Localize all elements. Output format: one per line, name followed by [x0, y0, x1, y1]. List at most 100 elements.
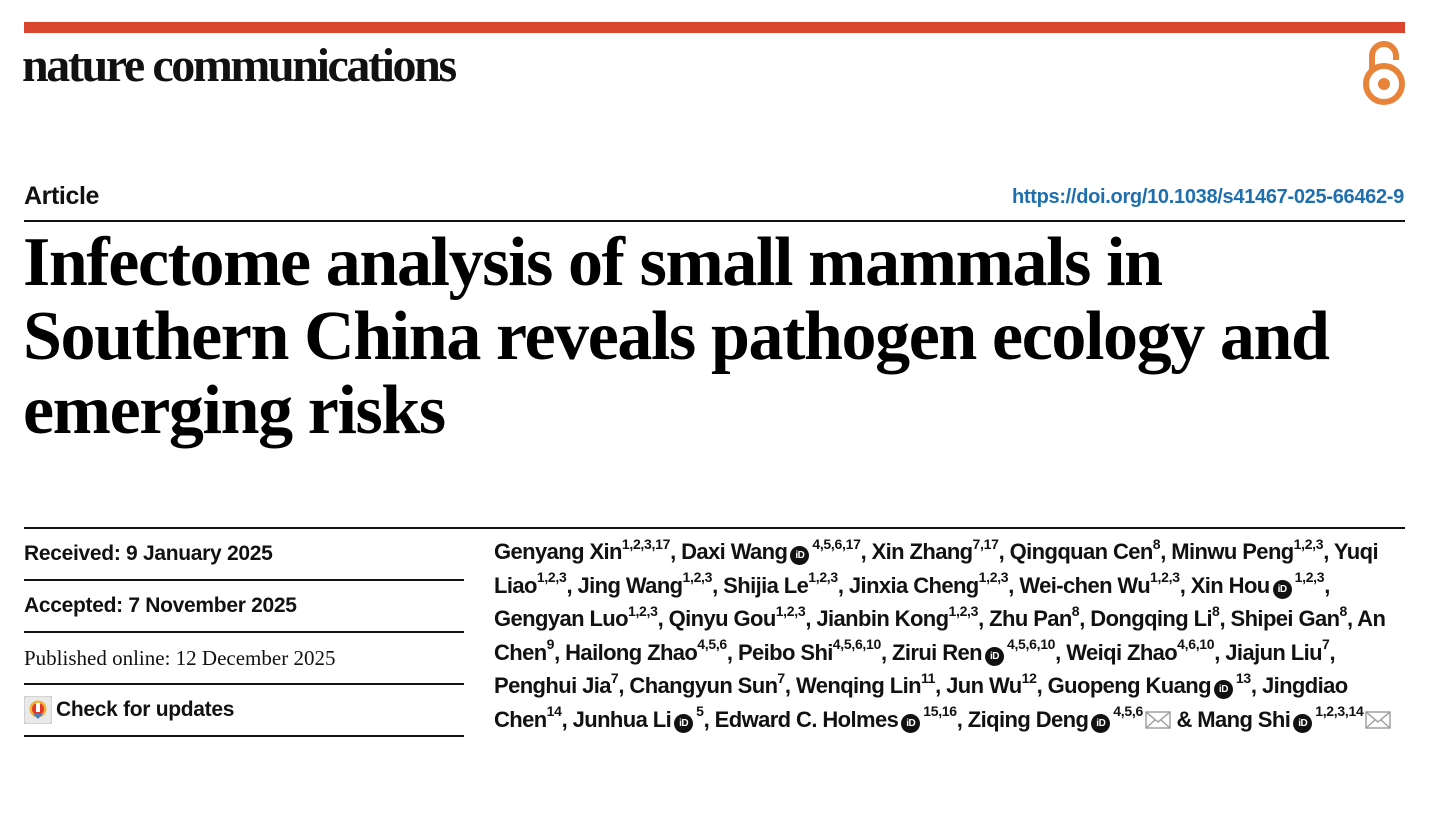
author-affiliation: 5 [696, 703, 704, 720]
author-affiliation: 8 [1071, 602, 1080, 619]
author-separator: , [1160, 539, 1172, 564]
author-name[interactable]: Genyang Xin [494, 539, 622, 564]
author-name[interactable]: Jinxia Cheng [848, 572, 979, 598]
author-affiliation: 12 [1021, 669, 1037, 686]
author-separator: , [618, 673, 630, 698]
author-name[interactable]: Weiqi Zhao [1066, 639, 1178, 665]
author-separator: , [1055, 639, 1067, 665]
author-name[interactable]: Yuqi Liao [494, 539, 1379, 598]
journal-name[interactable]: nature communications [22, 39, 457, 92]
author-name[interactable]: Penghui Jia [494, 673, 611, 698]
author-name[interactable]: Dongqing Li [1090, 606, 1212, 631]
author-affiliation: 4,5,6 [1113, 703, 1143, 720]
author-affiliation: 8 [1152, 535, 1161, 552]
author-affiliation: 1,2,3 [536, 569, 567, 586]
author-separator: , [1008, 572, 1020, 598]
author-separator: , [935, 673, 947, 698]
author-separator: , [657, 606, 669, 631]
author-name[interactable]: Jiajun Liu [1225, 639, 1322, 665]
author-name[interactable]: Qingquan Cen [1009, 539, 1154, 564]
author-name[interactable]: Jingdiao Chen [494, 673, 1348, 732]
author-name[interactable]: Daxi Wang [681, 539, 788, 564]
email-icon[interactable] [1365, 710, 1392, 730]
author-name[interactable]: Xin Hou [1190, 572, 1271, 598]
author-affiliation: 4,5,6,17 [812, 535, 861, 552]
author-separator: , [978, 606, 990, 631]
author-affiliation: 7,17 [972, 535, 999, 552]
author-affiliation: 1,2,3 [978, 569, 1009, 586]
orcid-icon[interactable]: iD [1091, 713, 1111, 733]
author-name[interactable]: Shipei Gan [1230, 606, 1341, 631]
author-separator: , [1346, 606, 1358, 631]
author-affiliation: 4,5,6 [697, 636, 727, 653]
author-affiliation: 1,2,3 [808, 569, 838, 586]
author-separator: , [561, 706, 573, 732]
author-separator: , [881, 639, 893, 665]
author-name[interactable]: Guopeng Kuang [1047, 673, 1212, 698]
author-separator: , [1323, 539, 1334, 564]
top-accent-bar [24, 22, 1405, 33]
open-lock-icon [1363, 41, 1405, 105]
author-affiliation: 8 [1339, 602, 1347, 619]
check-for-updates-button[interactable]: Check for updates [24, 685, 464, 737]
author-name[interactable]: Minwu Peng [1171, 539, 1294, 564]
author-separator: , [805, 606, 817, 631]
author-affiliation: 1,2,3 [1293, 535, 1324, 552]
author-name[interactable]: An Chen [494, 606, 1386, 665]
header-divider [24, 220, 1405, 222]
author-separator: , [1329, 639, 1335, 665]
orcid-icon[interactable]: iD [901, 713, 921, 733]
author-separator: , [566, 572, 578, 598]
author-name[interactable]: Hailong Zhao [565, 639, 698, 665]
author-name[interactable]: Xin Zhang [871, 539, 974, 564]
author-separator: , [956, 706, 968, 732]
author-name[interactable]: Qinyu Gou [668, 606, 777, 631]
author-affiliation: 1,2,3,17 [621, 535, 671, 552]
author-name[interactable]: Jing Wang [577, 572, 684, 598]
author-affiliation: 8 [1211, 602, 1220, 619]
email-icon[interactable] [1145, 710, 1171, 730]
author-name[interactable]: Jun Wu [946, 673, 1022, 698]
author-name[interactable]: Junhua Li [572, 706, 672, 732]
author-affiliation: 13 [1235, 669, 1251, 686]
author-separator: , [1324, 572, 1330, 598]
author-separator: , [726, 639, 738, 665]
author-separator: , [1214, 639, 1226, 665]
orcid-icon[interactable]: iD [790, 546, 810, 565]
orcid-icon[interactable]: iD [1272, 579, 1292, 599]
accepted-date: Accepted: 7 November 2025 [24, 581, 464, 633]
author-affiliation: 4,5,6,10 [1006, 636, 1056, 653]
author-affiliation: 1,2,3 [682, 569, 713, 586]
author-affiliation: 11 [920, 669, 936, 686]
author-name[interactable]: Ziqing Deng [967, 706, 1089, 732]
author-affiliation: 4,5,6,10 [832, 636, 882, 653]
author-affiliation: 15,16 [923, 703, 957, 720]
orcid-icon[interactable]: iD [1293, 713, 1313, 733]
author-name[interactable]: Gengyan Luo [494, 606, 629, 631]
author-affiliation: 4,6,10 [1177, 636, 1215, 653]
author-name[interactable]: Jianbin Kong [816, 606, 949, 631]
orcid-icon[interactable]: iD [984, 646, 1004, 666]
article-history: Received: 9 January 2025 Accepted: 7 Nov… [24, 529, 464, 737]
author-name[interactable]: Zirui Ren [892, 639, 983, 665]
author-name[interactable]: Changyun Sun [629, 673, 778, 698]
author-name[interactable]: Wenqing Lin [795, 673, 922, 698]
orcid-icon[interactable]: iD [674, 713, 694, 733]
author-separator: , [1179, 572, 1191, 598]
author-separator: , [670, 539, 682, 564]
author-name[interactable]: Wei-chen Wu [1019, 572, 1151, 598]
author-affiliation: 7 [777, 669, 785, 686]
doi-link[interactable]: https://doi.org/10.1038/s41467-025-66462… [1011, 186, 1404, 208]
author-affiliation: 9 [546, 636, 555, 653]
author-name[interactable]: Edward C. Holmes [714, 706, 899, 732]
author-affiliation: 1,2,3 [1294, 569, 1325, 586]
author-affiliation: 1,2,3 [627, 602, 658, 619]
author-affiliation: 7 [610, 669, 619, 686]
author-separator: , [998, 539, 1010, 564]
author-name[interactable]: Peibo Shi [737, 639, 833, 665]
author-name[interactable]: Zhu Pan [989, 606, 1072, 631]
published-date: Published online: 12 December 2025 [24, 633, 464, 685]
orcid-icon[interactable]: iD [1213, 680, 1233, 699]
author-name[interactable]: Mang Shi [1197, 706, 1291, 732]
author-name[interactable]: Shijia Le [723, 572, 809, 598]
